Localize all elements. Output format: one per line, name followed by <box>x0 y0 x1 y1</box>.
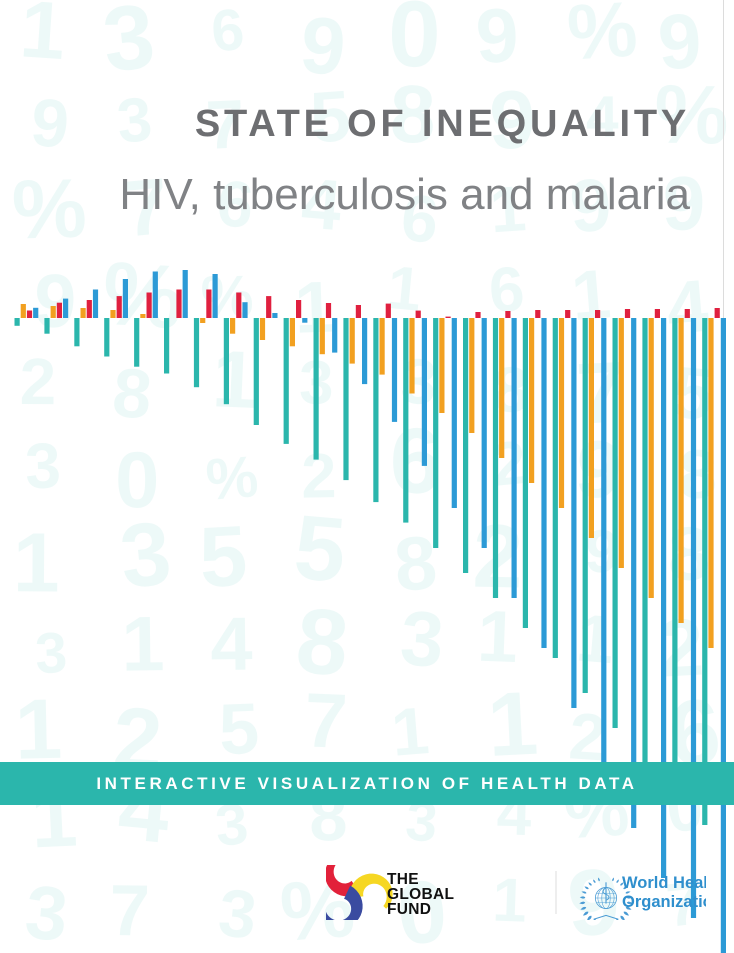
svg-text:FUND: FUND <box>387 901 431 918</box>
svg-text:World Health: World Health <box>622 874 706 892</box>
svg-text:Organization: Organization <box>622 893 706 911</box>
